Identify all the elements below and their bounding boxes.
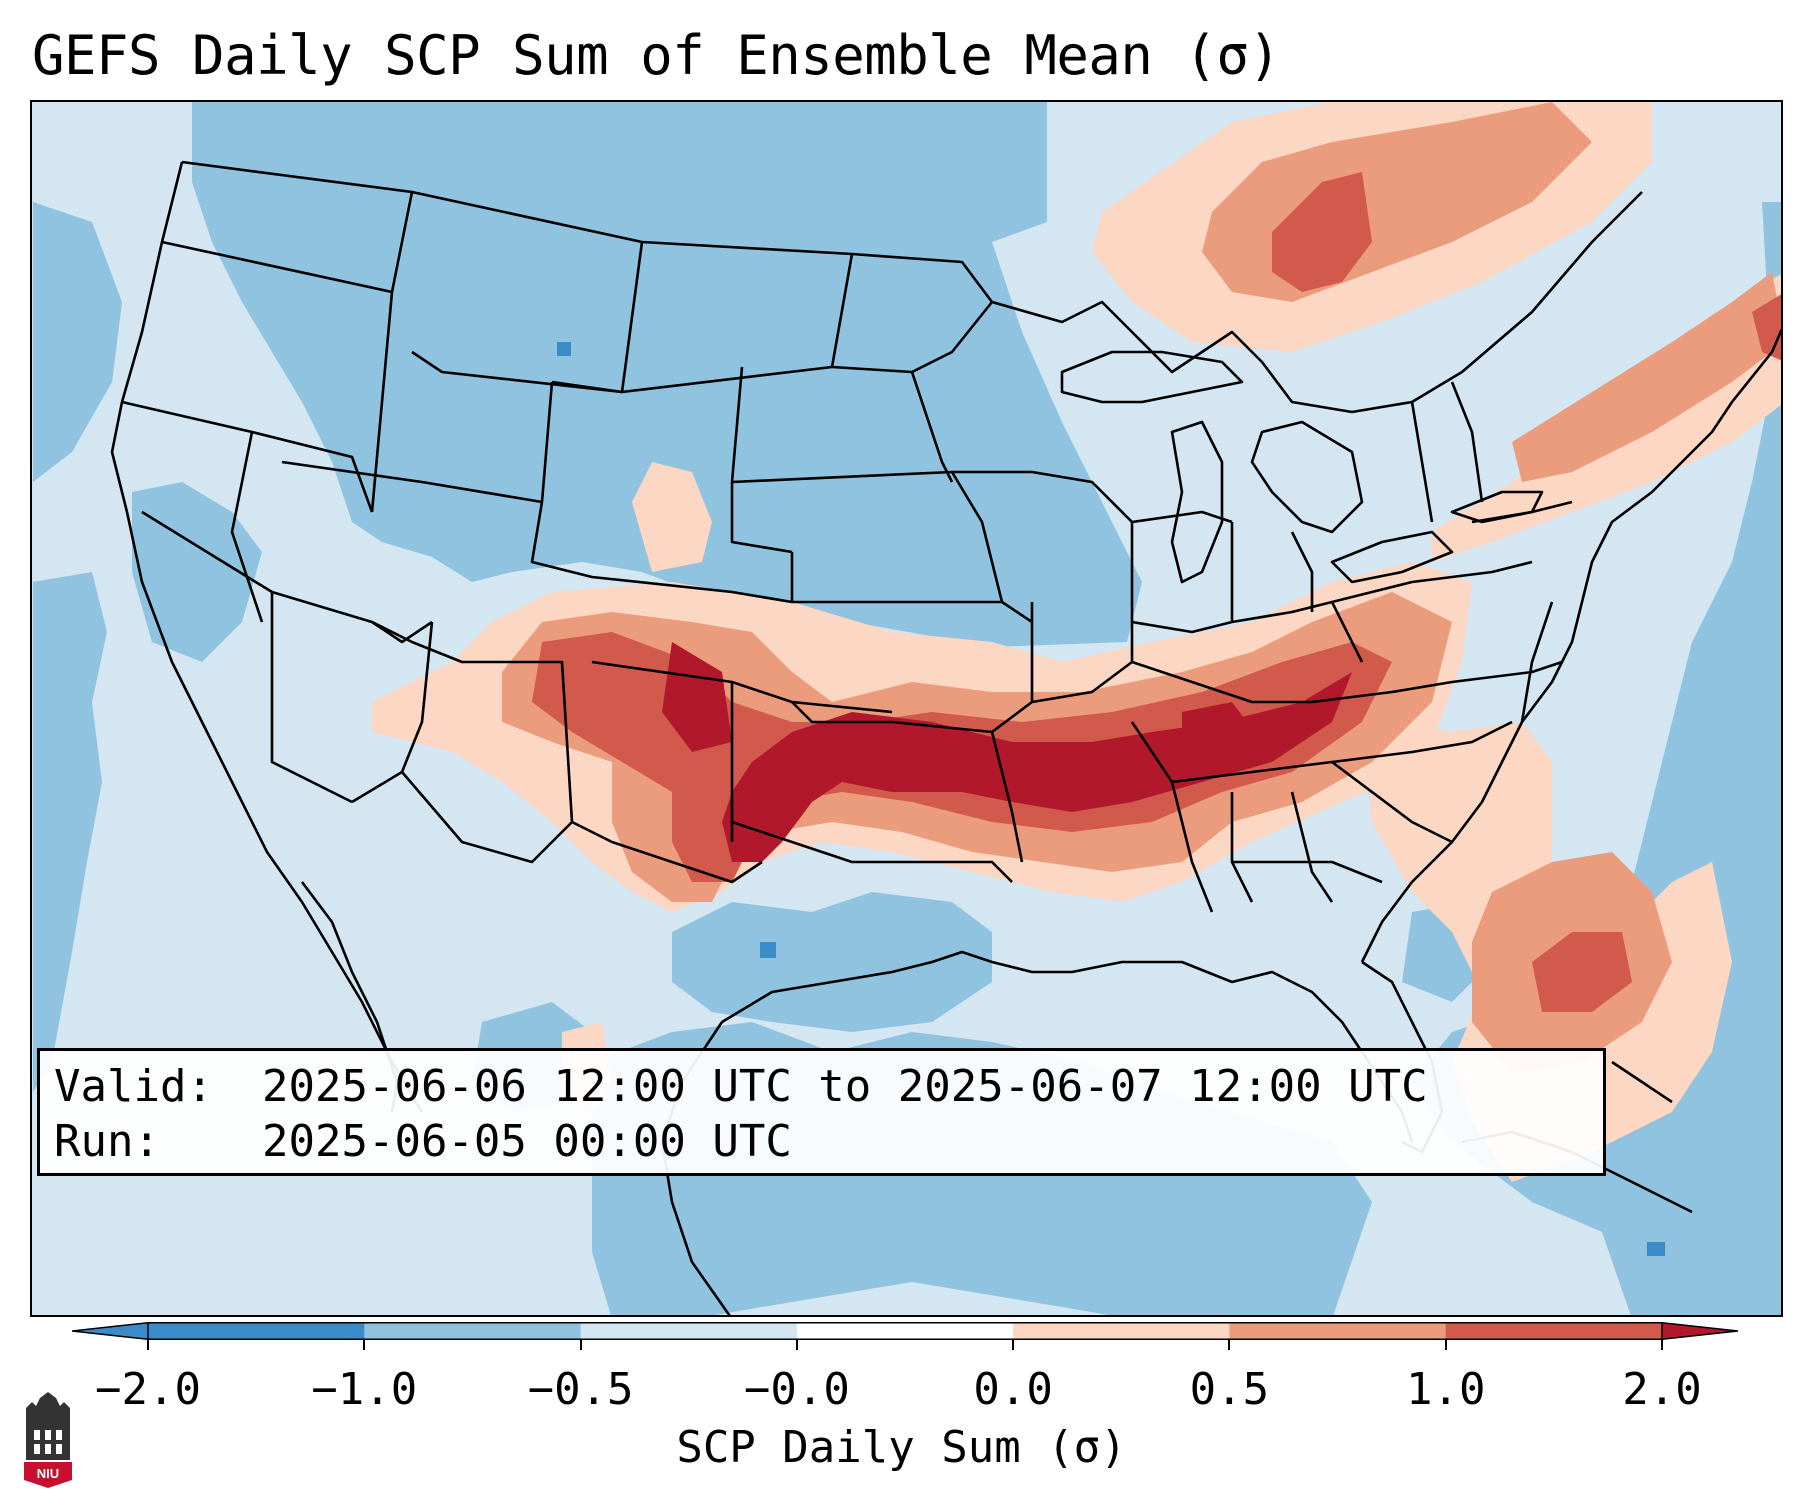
colorbar bbox=[72, 1322, 1738, 1340]
colorbar-tick-mark bbox=[1661, 1340, 1663, 1350]
niu-logo-icon: NIU bbox=[24, 1392, 72, 1488]
colorbar-tick-label: 2.0 bbox=[1622, 1364, 1702, 1415]
field-above-two bbox=[662, 642, 1352, 862]
run-value: 2025-06-05 00:00 UTC bbox=[262, 1116, 792, 1167]
logo-text: NIU bbox=[37, 1466, 59, 1481]
colorbar-tick-label: 1.0 bbox=[1405, 1364, 1486, 1415]
colorbar-tick-mark bbox=[1228, 1340, 1231, 1350]
colorbar-tick-mark bbox=[147, 1340, 149, 1350]
info-box: Valid: 2025-06-06 12:00 UTC to 2025-06-07… bbox=[37, 1048, 1606, 1176]
chart-title: GEFS Daily SCP Sum of Ensemble Mean (σ) bbox=[32, 24, 1281, 87]
colorbar-segment bbox=[364, 1322, 582, 1340]
valid-label: Valid: bbox=[54, 1061, 213, 1112]
colorbar-tick-label: 0.0 bbox=[973, 1364, 1053, 1415]
colorbar-ticks: −2.0 −1.0 −0.5 −0.0 0.0 0.5 1.0 2.0 bbox=[0, 1340, 1803, 1430]
colorbar-segments bbox=[72, 1322, 1738, 1340]
colorbar-tick-label: −1.0 bbox=[311, 1364, 418, 1415]
colorbar-tick-label: −0.0 bbox=[743, 1364, 850, 1415]
colorbar-tick-label: −2.0 bbox=[95, 1364, 201, 1415]
colorbar-segment bbox=[796, 1322, 1014, 1340]
colorbar-tick-mark bbox=[1444, 1340, 1447, 1350]
field-below-minus-one bbox=[557, 342, 1665, 1256]
colorbar-tick-mark bbox=[1012, 1340, 1015, 1350]
run-row: Run: 2025-06-05 00:00 UTC bbox=[54, 1114, 1589, 1169]
colorbar-segment bbox=[148, 1322, 365, 1340]
colorbar-tick-mark bbox=[363, 1340, 366, 1350]
colorbar-segment bbox=[1013, 1322, 1230, 1340]
colorbar-segment bbox=[1229, 1322, 1447, 1340]
colorbar-tick-label: −0.5 bbox=[527, 1364, 634, 1415]
valid-row: Valid: 2025-06-06 12:00 UTC to 2025-06-07… bbox=[54, 1059, 1589, 1114]
colorbar-extend-high bbox=[1662, 1322, 1738, 1340]
colorbar-extend-low bbox=[72, 1322, 148, 1340]
colorbar-label: SCP Daily Sum (σ) bbox=[676, 1422, 1127, 1473]
colorbar-tick-mark bbox=[795, 1340, 798, 1350]
field-half-to-one bbox=[502, 102, 1781, 1072]
colorbar-tick-label: 0.5 bbox=[1189, 1364, 1270, 1415]
colorbar-segment bbox=[580, 1322, 798, 1340]
run-label: Run: bbox=[54, 1116, 160, 1167]
valid-value: 2025-06-06 12:00 UTC to 2025-06-07 12:00… bbox=[262, 1061, 1428, 1112]
colorbar-segment bbox=[1445, 1322, 1663, 1340]
colorbar-tick-mark bbox=[579, 1340, 582, 1350]
